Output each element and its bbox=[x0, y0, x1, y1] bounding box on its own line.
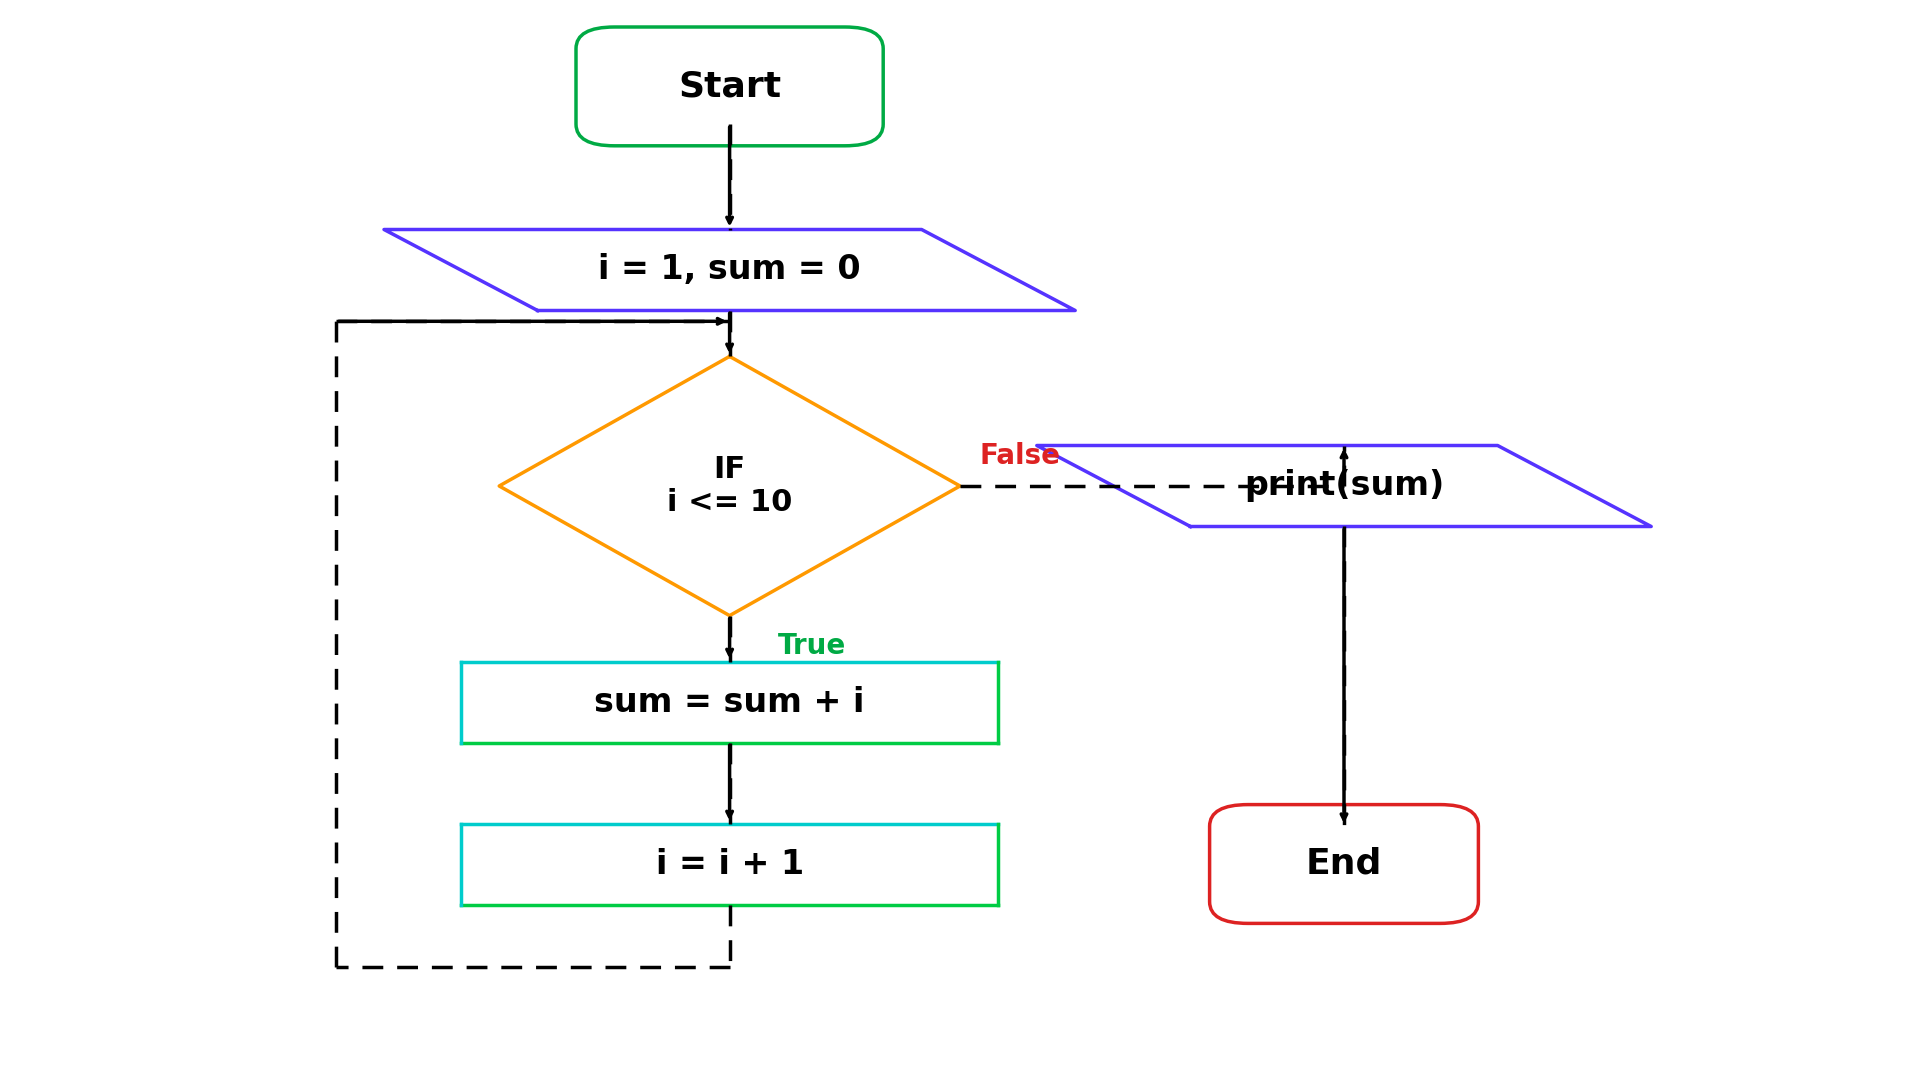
Text: True: True bbox=[778, 632, 847, 660]
FancyBboxPatch shape bbox=[576, 27, 883, 146]
Text: sum = sum + i: sum = sum + i bbox=[595, 686, 864, 718]
Text: End: End bbox=[1306, 847, 1382, 881]
Text: i = i + 1: i = i + 1 bbox=[655, 848, 804, 880]
Text: Start: Start bbox=[678, 69, 781, 104]
FancyBboxPatch shape bbox=[1210, 805, 1478, 923]
Text: print(sum): print(sum) bbox=[1244, 470, 1444, 502]
Text: i = 1, sum = 0: i = 1, sum = 0 bbox=[599, 254, 860, 286]
Text: IF
i <= 10: IF i <= 10 bbox=[666, 455, 793, 517]
Text: False: False bbox=[979, 442, 1060, 470]
